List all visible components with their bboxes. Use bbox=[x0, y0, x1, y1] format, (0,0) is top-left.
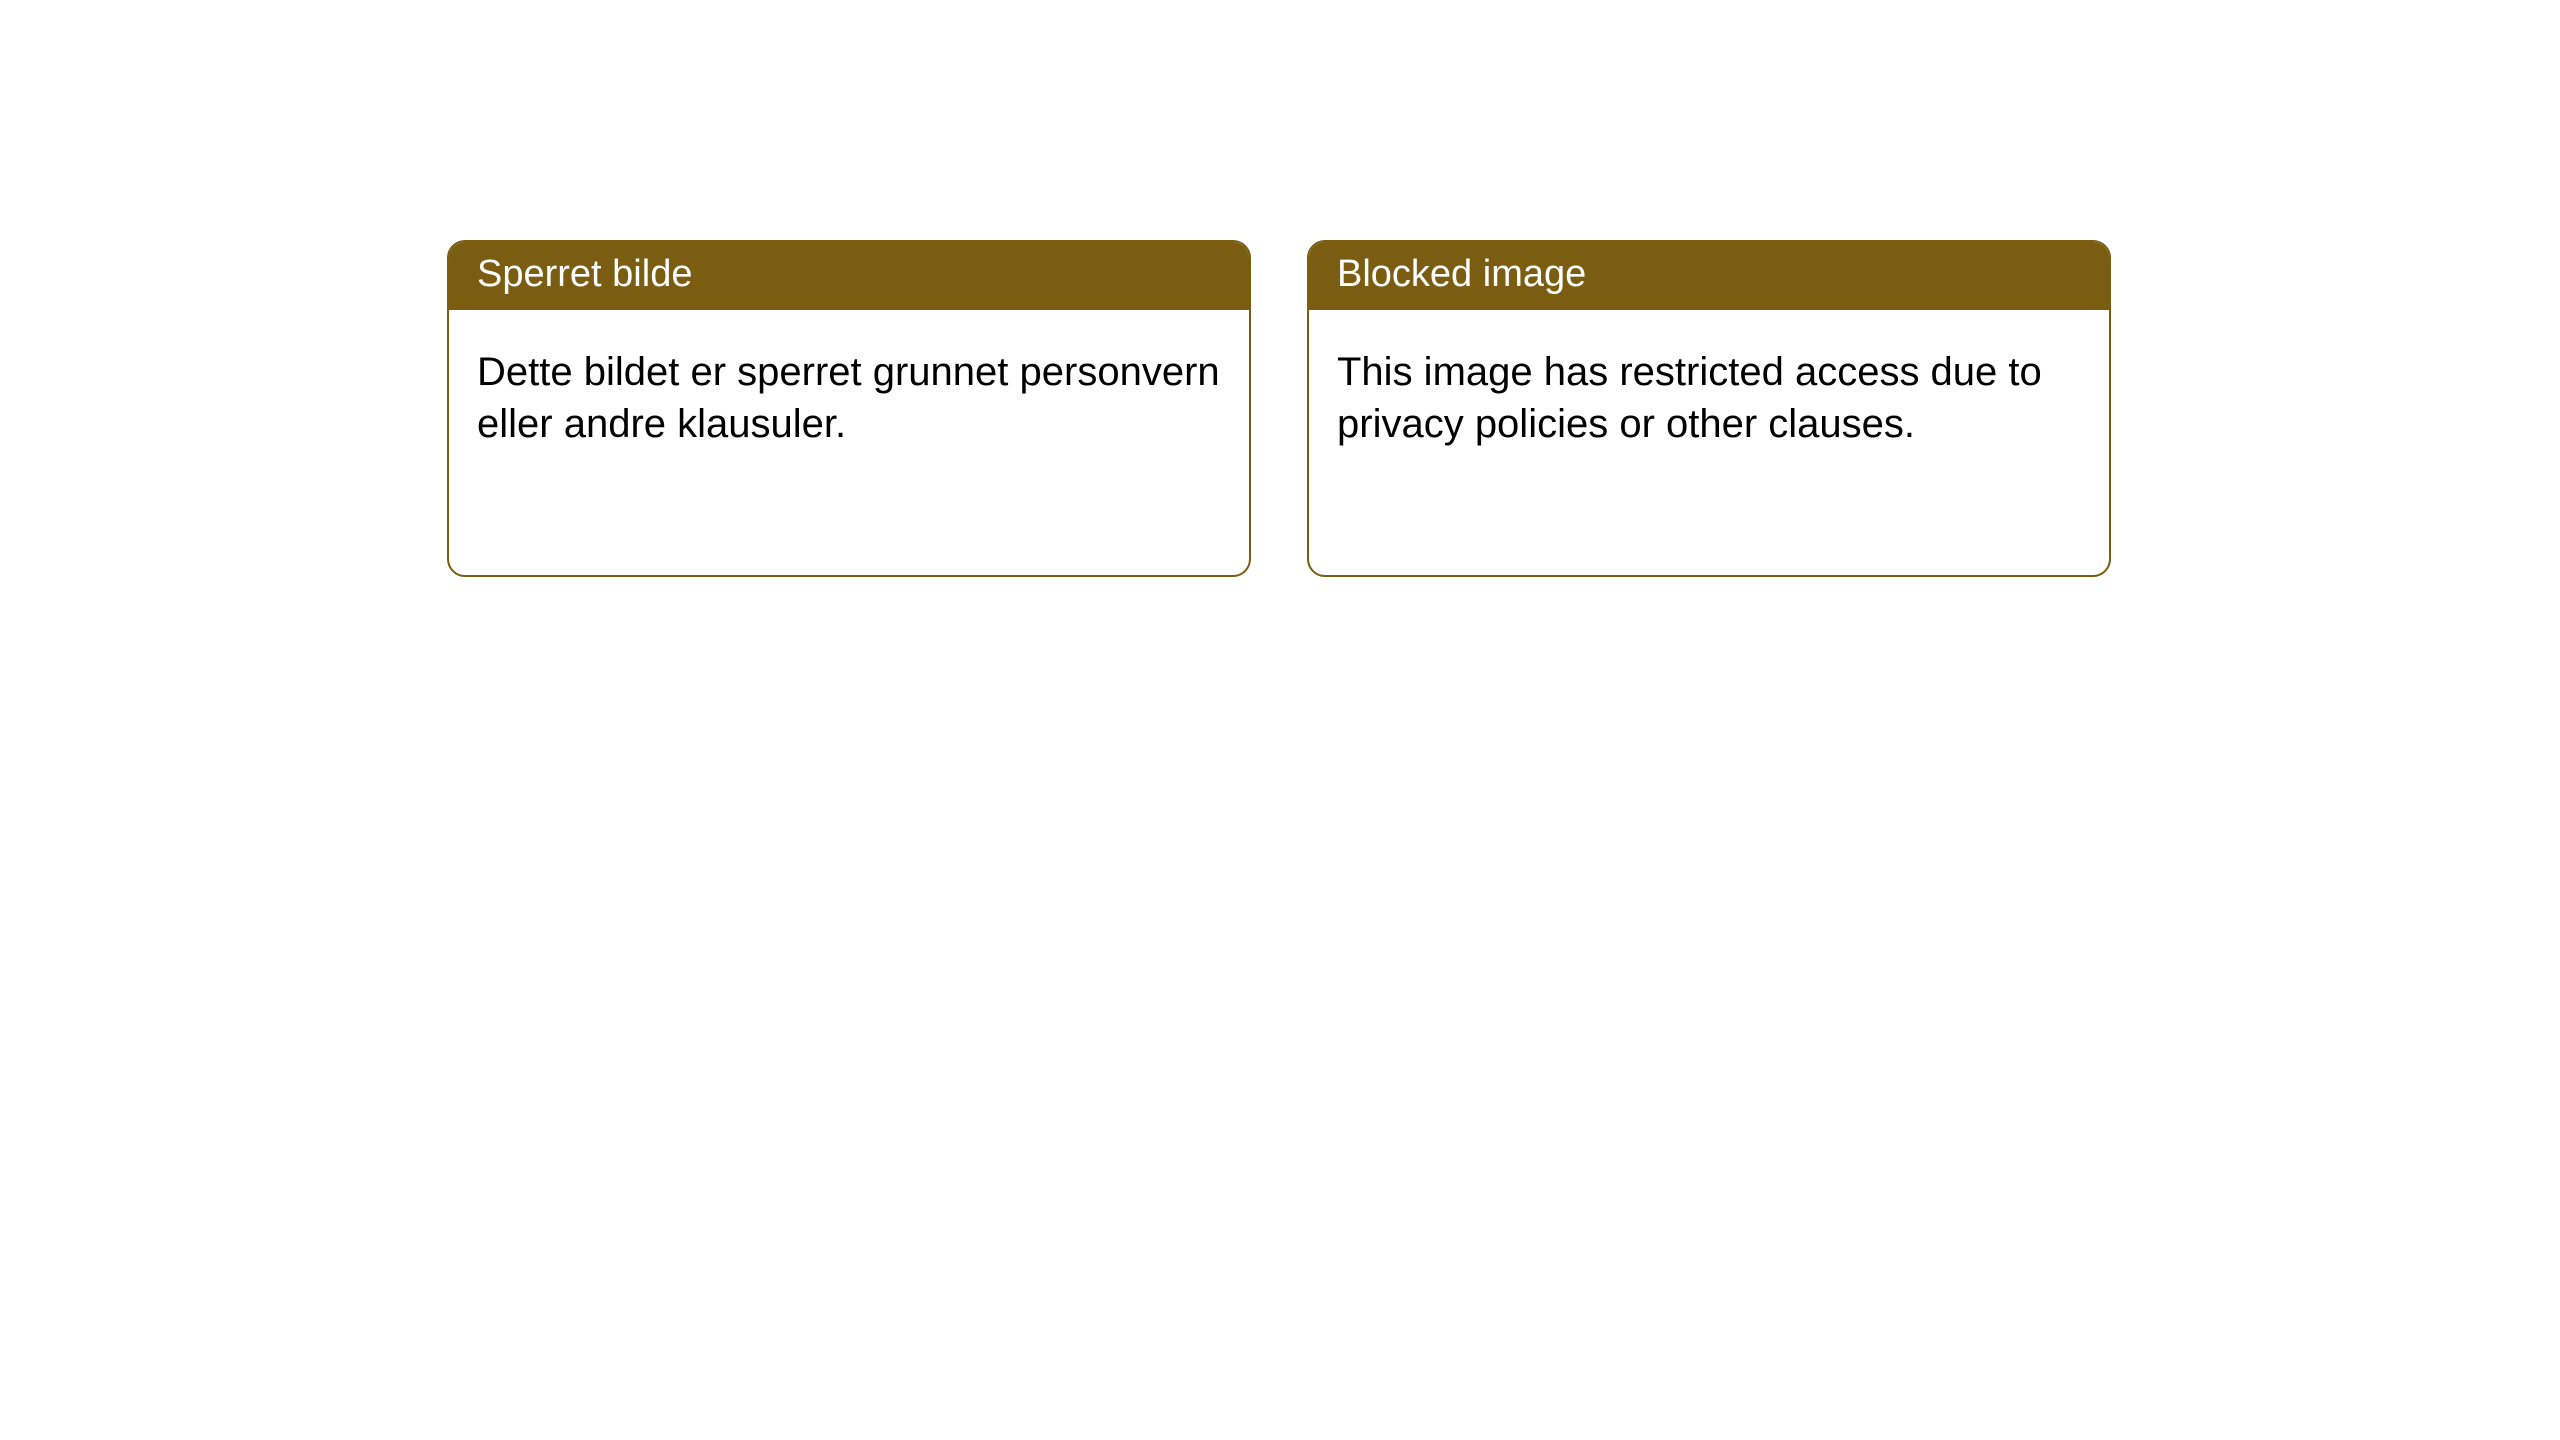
card-message-no: Dette bildet er sperret grunnet personve… bbox=[477, 350, 1220, 446]
card-header-no: Sperret bilde bbox=[449, 242, 1249, 310]
blocked-image-card-no: Sperret bilde Dette bildet er sperret gr… bbox=[447, 240, 1251, 577]
blocked-image-card-en: Blocked image This image has restricted … bbox=[1307, 240, 2111, 577]
card-header-en: Blocked image bbox=[1309, 242, 2109, 310]
card-title-no: Sperret bilde bbox=[477, 253, 692, 295]
card-title-en: Blocked image bbox=[1337, 253, 1586, 295]
card-body-no: Dette bildet er sperret grunnet personve… bbox=[449, 310, 1249, 478]
cards-container: Sperret bilde Dette bildet er sperret gr… bbox=[0, 0, 2560, 577]
card-body-en: This image has restricted access due to … bbox=[1309, 310, 2109, 478]
card-message-en: This image has restricted access due to … bbox=[1337, 350, 2042, 446]
